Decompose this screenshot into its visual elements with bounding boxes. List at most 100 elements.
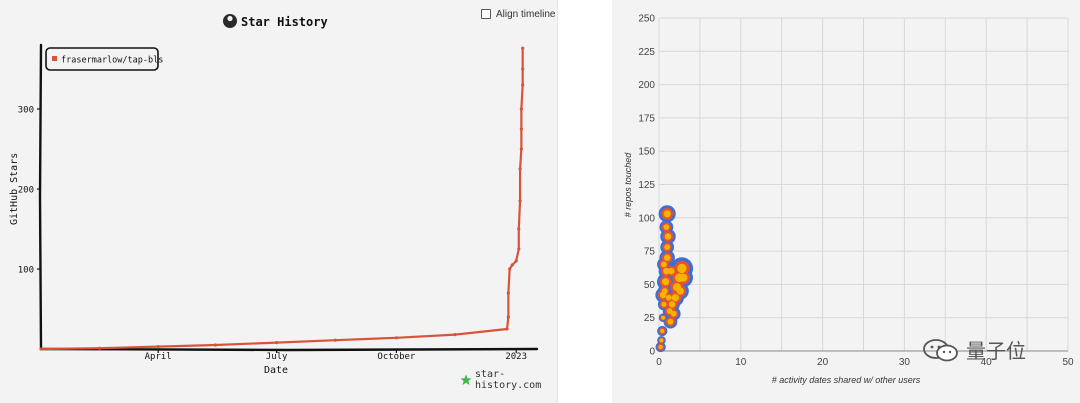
chart-title: Star History xyxy=(223,14,328,29)
bubble xyxy=(668,301,676,308)
series-point xyxy=(39,347,43,351)
y-tick-label: 125 xyxy=(638,180,655,191)
y-tick-label: 300 xyxy=(18,106,34,116)
bubble xyxy=(671,294,679,302)
series-point xyxy=(505,327,509,331)
series-line xyxy=(40,48,524,351)
y-tick-label: 225 xyxy=(638,47,655,58)
series-point xyxy=(213,343,218,347)
y-axis-label: GitHub Stars xyxy=(9,153,20,225)
bubble xyxy=(659,338,664,343)
x-tick-label: 20 xyxy=(817,357,829,368)
avatar-head xyxy=(227,15,233,22)
bubble xyxy=(661,301,667,307)
bubble xyxy=(668,267,675,275)
x-tick-label: 50 xyxy=(1062,357,1074,368)
watermark: 量子位 xyxy=(922,335,1026,364)
x-tick-label: 10 xyxy=(735,357,747,368)
y-tick-label: 50 xyxy=(644,280,656,291)
y-tick-label: 175 xyxy=(638,113,655,124)
x-tick-label: 2023 xyxy=(505,352,527,362)
legend: frasermarlow/tap-bls xyxy=(45,47,163,71)
bubbles xyxy=(655,205,694,353)
bubble xyxy=(658,344,663,350)
x-axis-label: Date xyxy=(264,365,288,376)
star-history-panel: Star History 100 200 300 April July October 20… xyxy=(0,0,558,403)
grid: 0 25 50 75 100 125 150 175 200 225 250 0 10 20 30 40 50 xyxy=(638,14,1074,369)
credit-text: star-history.com xyxy=(475,369,542,391)
bubble xyxy=(664,233,672,240)
y-tick-label: 25 xyxy=(644,313,656,324)
series-point xyxy=(521,46,525,50)
series-point xyxy=(156,345,160,349)
series-point xyxy=(517,247,521,251)
watermark-text: 量子位 xyxy=(966,339,1026,363)
bubble xyxy=(670,310,677,317)
chart-title-text: Star History xyxy=(241,15,328,29)
bubble xyxy=(659,291,667,299)
y-tick-label: 200 xyxy=(18,186,34,196)
series-point xyxy=(519,107,523,111)
series-point xyxy=(97,346,102,350)
series-point xyxy=(506,291,510,295)
series-frasermarlow-tap-bls xyxy=(39,46,525,351)
star-history-logo-icon xyxy=(460,374,472,385)
bubble xyxy=(666,308,673,314)
bubble xyxy=(661,315,666,320)
bubble xyxy=(665,294,672,301)
series-point xyxy=(521,67,525,71)
y-tick-label: 100 xyxy=(638,213,655,224)
legend-label: frasermarlow/tap-bls xyxy=(61,56,163,66)
x-axis-line xyxy=(39,347,539,352)
x-tick-label: October xyxy=(377,352,416,362)
series-point xyxy=(517,227,521,231)
bubble xyxy=(663,254,671,262)
y-axis-label: # repos touched xyxy=(623,152,633,218)
y-tick-label: 75 xyxy=(644,247,656,258)
series-point xyxy=(506,315,510,319)
bubble xyxy=(677,263,687,274)
bubble xyxy=(664,244,671,250)
y-tick-label: 200 xyxy=(638,80,655,91)
series-point xyxy=(514,259,518,263)
x-tick-label: 0 xyxy=(656,357,662,368)
legend-box xyxy=(45,47,159,71)
star-history-chart: Star History 100 200 300 April July October 20… xyxy=(9,14,539,376)
y-tick-label: 250 xyxy=(638,14,655,25)
bubble xyxy=(663,224,670,231)
x-tick-label: 30 xyxy=(899,357,911,368)
legend-swatch xyxy=(52,56,57,61)
series-point xyxy=(521,83,525,87)
y-axis-line xyxy=(38,43,43,351)
bubble xyxy=(661,278,670,286)
series-point xyxy=(519,147,523,151)
x-tick-label: April xyxy=(145,352,172,362)
bubble xyxy=(676,287,684,295)
series-point xyxy=(394,336,399,340)
series-point xyxy=(510,263,514,267)
star-history-credit[interactable]: star-history.com xyxy=(460,369,557,391)
series-point xyxy=(518,199,522,203)
align-timeline-checkbox[interactable] xyxy=(481,9,491,19)
activity-scatter-panel: 0 25 50 75 100 125 150 175 200 225 250 0 10 20 30 40 50 … xyxy=(612,0,1080,403)
bubble xyxy=(667,318,674,325)
align-timeline-label: Align timeline xyxy=(496,8,556,20)
wechat-logo-icon xyxy=(923,338,958,361)
x-tick-label: July xyxy=(266,352,288,362)
y-tick-label: 100 xyxy=(18,266,34,276)
bubble xyxy=(679,273,688,282)
align-timeline-toggle[interactable]: Align timeline xyxy=(481,7,555,21)
bubble xyxy=(660,328,665,334)
series-point xyxy=(453,333,457,337)
y-tick-label: 0 xyxy=(649,347,655,358)
bubble xyxy=(663,267,670,275)
bubble xyxy=(663,210,671,218)
series-point xyxy=(518,167,522,171)
series-point xyxy=(275,341,279,345)
series-point xyxy=(519,127,523,131)
series-point xyxy=(333,338,337,342)
series-point xyxy=(508,267,512,271)
bubble xyxy=(661,261,667,268)
x-tick-label: 40 xyxy=(981,357,993,368)
